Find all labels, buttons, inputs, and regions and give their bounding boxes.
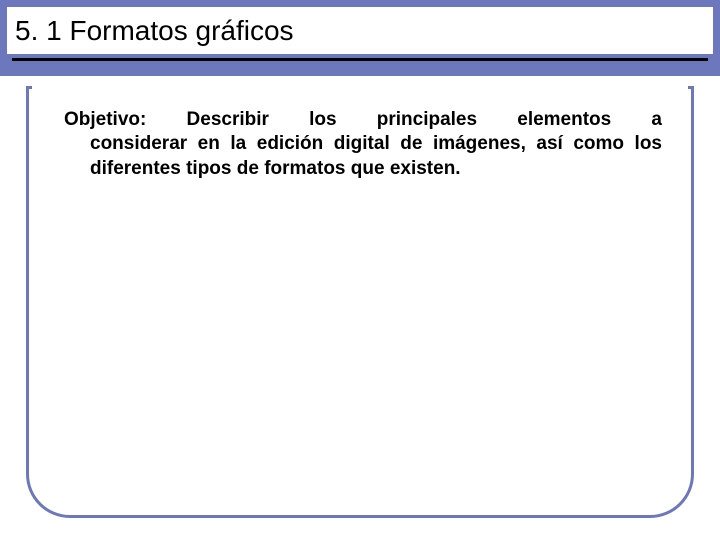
title-underline bbox=[12, 58, 708, 61]
slide-title: 5. 1 Formatos gráficos bbox=[15, 15, 294, 47]
body-text: Objetivo: Describir los principales elem… bbox=[64, 108, 662, 181]
body-text-rest: considerar en la edición digital de imág… bbox=[64, 132, 662, 181]
title-box: 5. 1 Formatos gráficos bbox=[7, 7, 713, 54]
body-text-line1: Objetivo: Describir los principales elem… bbox=[64, 108, 662, 132]
